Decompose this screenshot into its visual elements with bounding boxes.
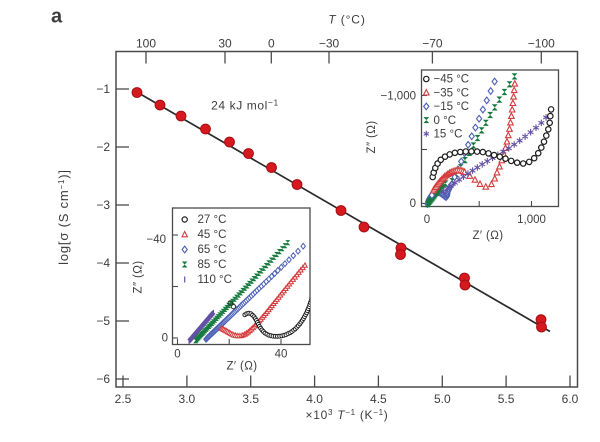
svg-text:4.5: 4.5 [370,392,387,406]
svg-text:3.5: 3.5 [242,392,259,406]
svg-text:27 °C: 27 °C [198,214,227,226]
svg-text:−45 °C: −45 °C [434,74,470,86]
svg-text:1,000: 1,000 [517,214,546,226]
svg-text:−100: −100 [528,37,555,51]
svg-text:40: 40 [275,349,288,361]
svg-text:100: 100 [136,37,156,51]
svg-text:T (°C): T (°C) [328,13,366,27]
svg-text:24 kJ mol−1: 24 kJ mol−1 [211,98,279,113]
svg-text:Z′ (Ω): Z′ (Ω) [472,230,503,242]
svg-text:0: 0 [162,333,168,345]
svg-text:−2: −2 [96,140,110,154]
svg-text:−1,000: −1,000 [381,91,417,103]
svg-text:30: 30 [218,37,232,51]
svg-text:−4: −4 [96,256,110,270]
svg-text:−1: −1 [96,82,110,96]
svg-text:0: 0 [424,214,430,226]
svg-text:−6: −6 [96,372,110,386]
svg-text:45 °C: 45 °C [198,229,227,241]
svg-text:2.5: 2.5 [115,392,132,406]
svg-text:a: a [51,6,63,28]
svg-text:0 °C: 0 °C [434,115,457,127]
svg-text:3.0: 3.0 [179,392,196,406]
svg-text:110 °C: 110 °C [198,274,232,286]
svg-text:4.0: 4.0 [306,392,323,406]
svg-text:Z″ (Ω): Z″ (Ω) [133,261,145,294]
svg-text:Z″ (Ω): Z″ (Ω) [366,121,378,154]
svg-text:−3: −3 [96,198,110,212]
svg-text:−15 °C: −15 °C [434,101,470,113]
svg-text:−30: −30 [319,37,340,51]
svg-text:−40: −40 [146,234,166,246]
svg-text:−35 °C: −35 °C [434,87,470,99]
svg-text:×103 T−1 (K−1): ×103 T−1 (K−1) [306,408,389,422]
svg-text:Z′ (Ω): Z′ (Ω) [226,361,257,373]
svg-text:log[σ (S cm−1)]: log[σ (S cm−1)] [56,169,71,265]
svg-text:6.0: 6.0 [562,392,579,406]
svg-text:−70: −70 [422,37,443,51]
svg-text:15 °C: 15 °C [434,129,463,141]
svg-text:85 °C: 85 °C [198,259,227,271]
svg-text:5.0: 5.0 [434,392,451,406]
svg-text:0: 0 [268,37,275,51]
svg-text:5.5: 5.5 [498,392,515,406]
svg-text:0: 0 [410,198,416,210]
svg-text:0: 0 [174,349,180,361]
svg-text:−5: −5 [96,314,110,328]
svg-text:65 °C: 65 °C [198,244,227,256]
